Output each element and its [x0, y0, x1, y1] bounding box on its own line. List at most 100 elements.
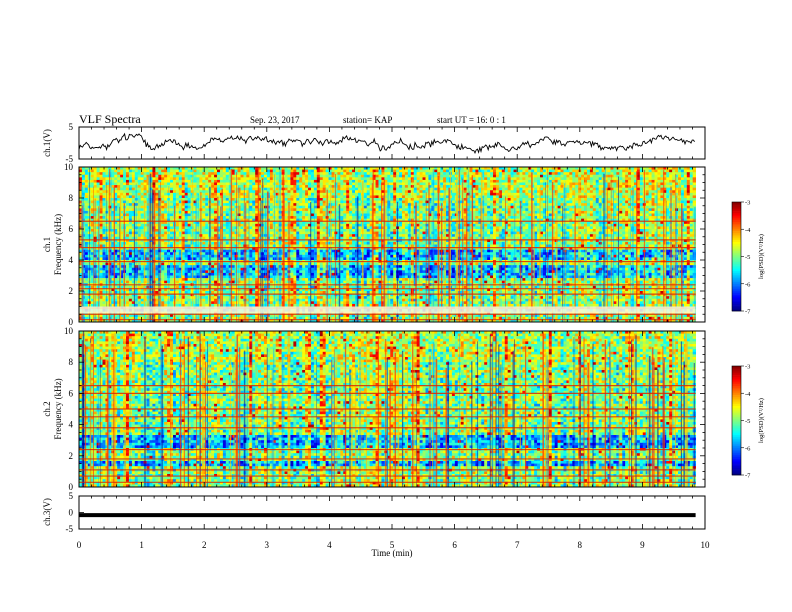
ch1-spectrogram-cell	[517, 175, 520, 178]
ch1-spectrogram-cell	[270, 185, 273, 188]
ch1-spectrogram-cell	[613, 180, 616, 183]
ch1-spectrogram-cell	[370, 177, 373, 180]
ch1-spectrogram-cell	[270, 183, 273, 186]
ch1-spectrogram-cell	[132, 180, 135, 183]
ch1-spectrogram-cell	[343, 180, 346, 183]
ch1-spectrogram-cell	[293, 170, 296, 173]
ch1-spectrogram-cell	[114, 170, 117, 173]
ch1-spectrogram-cell	[287, 170, 290, 173]
ch1-spectrogram-cell	[305, 180, 308, 183]
ch1-spectrogram-cell	[405, 183, 408, 186]
ch1-spectrogram-cell	[399, 180, 402, 183]
ch1-spectrogram-cell	[423, 185, 426, 188]
ch1-spectrogram-cell	[246, 177, 249, 180]
ch1-spectrogram-cell	[332, 175, 335, 178]
ch1-spectrogram-cell	[129, 188, 132, 191]
ch1-spectrogram-cell	[496, 180, 499, 183]
ch1-spectrogram-cell	[587, 180, 590, 183]
ch1-spectrogram-cell	[581, 170, 584, 173]
ch1-spectrogram-cell	[499, 170, 502, 173]
ch1-spectrogram-cell	[205, 170, 208, 173]
ch1-spectrogram-cell	[446, 172, 449, 175]
ch1-spectrogram-cell	[687, 185, 690, 188]
ch1-spectrogram-cell	[82, 183, 85, 186]
ch1-spectrogram-cell	[299, 180, 302, 183]
ch1-spectrogram-cell	[202, 185, 205, 188]
ch1-spectrogram-cell	[164, 185, 167, 188]
ch1-spectrogram-cell	[540, 175, 543, 178]
ch1-spectrogram-cell	[420, 185, 423, 188]
ch1-spectrogram-cell	[619, 183, 622, 186]
ch1-spectrogram-cell	[273, 170, 276, 173]
ch1-spectrogram-cell	[202, 175, 205, 178]
ch1-spectrogram-cell	[364, 177, 367, 180]
ch1-spectrogram-cell	[196, 185, 199, 188]
ch1-spectrogram-cell	[596, 185, 599, 188]
ch1-spectrogram-cell	[687, 183, 690, 186]
ch1-spectrogram-cell	[440, 177, 443, 180]
ch1-spectrogram-cell	[358, 170, 361, 173]
ch1-spectrogram-cell	[569, 170, 572, 173]
ch1-spectrogram-cell	[657, 175, 660, 178]
ch1-spectrogram-cell	[525, 177, 528, 180]
ch1-spectrogram-cell	[678, 172, 681, 175]
ch1-spectrogram-cell	[144, 183, 147, 186]
ch1-spectrogram-cell	[487, 170, 490, 173]
ch1-spectrogram-cell	[640, 180, 643, 183]
ch1-spectrogram-cell	[152, 185, 155, 188]
ch1-spectrogram-cell	[552, 177, 555, 180]
ch1-spectrogram-cell	[205, 183, 208, 186]
ch1-spectrogram-cell	[246, 180, 249, 183]
ch1-spectrogram-cell	[587, 185, 590, 188]
ch1-spectrogram-cell	[358, 185, 361, 188]
ch1-spectrogram-cell	[690, 185, 693, 188]
ch1-spectrogram-cell	[537, 175, 540, 178]
ch1-spectrogram-cell	[446, 177, 449, 180]
ch1-spectrogram-cell	[194, 188, 197, 191]
ch1-spectrogram-cell	[220, 172, 223, 175]
ch1-spectrogram-cell	[590, 177, 593, 180]
ch1-spectrogram-cell	[367, 180, 370, 183]
ch1-spectrogram-cell	[214, 177, 217, 180]
ch1-spectrogram-cell	[114, 175, 117, 178]
ch1-spectrogram-cell	[543, 175, 546, 178]
ch1-spectrogram-cell	[534, 170, 537, 173]
ch1-spectrogram-cell	[522, 185, 525, 188]
ch1-spectrogram-cell	[211, 185, 214, 188]
ch1-spectrogram-cell	[417, 175, 420, 178]
ch1-spectrogram-cell	[223, 185, 226, 188]
ch1-spectrogram-cell	[508, 177, 511, 180]
ch1-spectrogram-cell	[355, 177, 358, 180]
ch1-spectrogram-cell	[302, 177, 305, 180]
ch1-spectrogram-cell	[317, 177, 320, 180]
ch1-spectrogram-cell	[687, 175, 690, 178]
ch1-spectrogram-cell	[625, 185, 628, 188]
ch1-spectrogram-cell	[561, 180, 564, 183]
ch1-spectrogram-cell	[94, 177, 97, 180]
ch1-spectrogram-cell	[475, 172, 478, 175]
ch1-spectrogram-cell	[132, 188, 135, 191]
ch1-spectrogram-cell	[267, 175, 270, 178]
ch1-spectrogram-cell	[164, 175, 167, 178]
ch1-spectrogram-cell	[129, 180, 132, 183]
ch1-spectrogram-cell	[490, 175, 493, 178]
ch1-spectrogram-cell	[555, 185, 558, 188]
ch1-spectrogram-cell	[252, 175, 255, 178]
ch1-spectrogram-cell	[693, 183, 696, 186]
ch1-spectrogram-cell	[123, 177, 126, 180]
ch1-spectrogram-cell	[423, 172, 426, 175]
ch1-spectrogram-cell	[164, 180, 167, 183]
ch1-spectrogram-cell	[522, 183, 525, 186]
ch1-spectrogram-cell	[396, 185, 399, 188]
ch1-spectrogram-cell	[264, 177, 267, 180]
ch1-spectrogram-cell	[141, 183, 144, 186]
ch1-spectrogram-cell	[367, 175, 370, 178]
ch1-spectrogram-cell	[534, 180, 537, 183]
ch1-spectrogram-cell	[613, 177, 616, 180]
ch1-spectrogram-cell	[314, 175, 317, 178]
ch1-spectrogram-cell	[631, 172, 634, 175]
ch1-spectrogram-cell	[390, 172, 393, 175]
ch1-spectrogram-cell	[475, 175, 478, 178]
ch1-spectrogram-cell	[525, 170, 528, 173]
ch1-spectrogram-cell	[581, 172, 584, 175]
